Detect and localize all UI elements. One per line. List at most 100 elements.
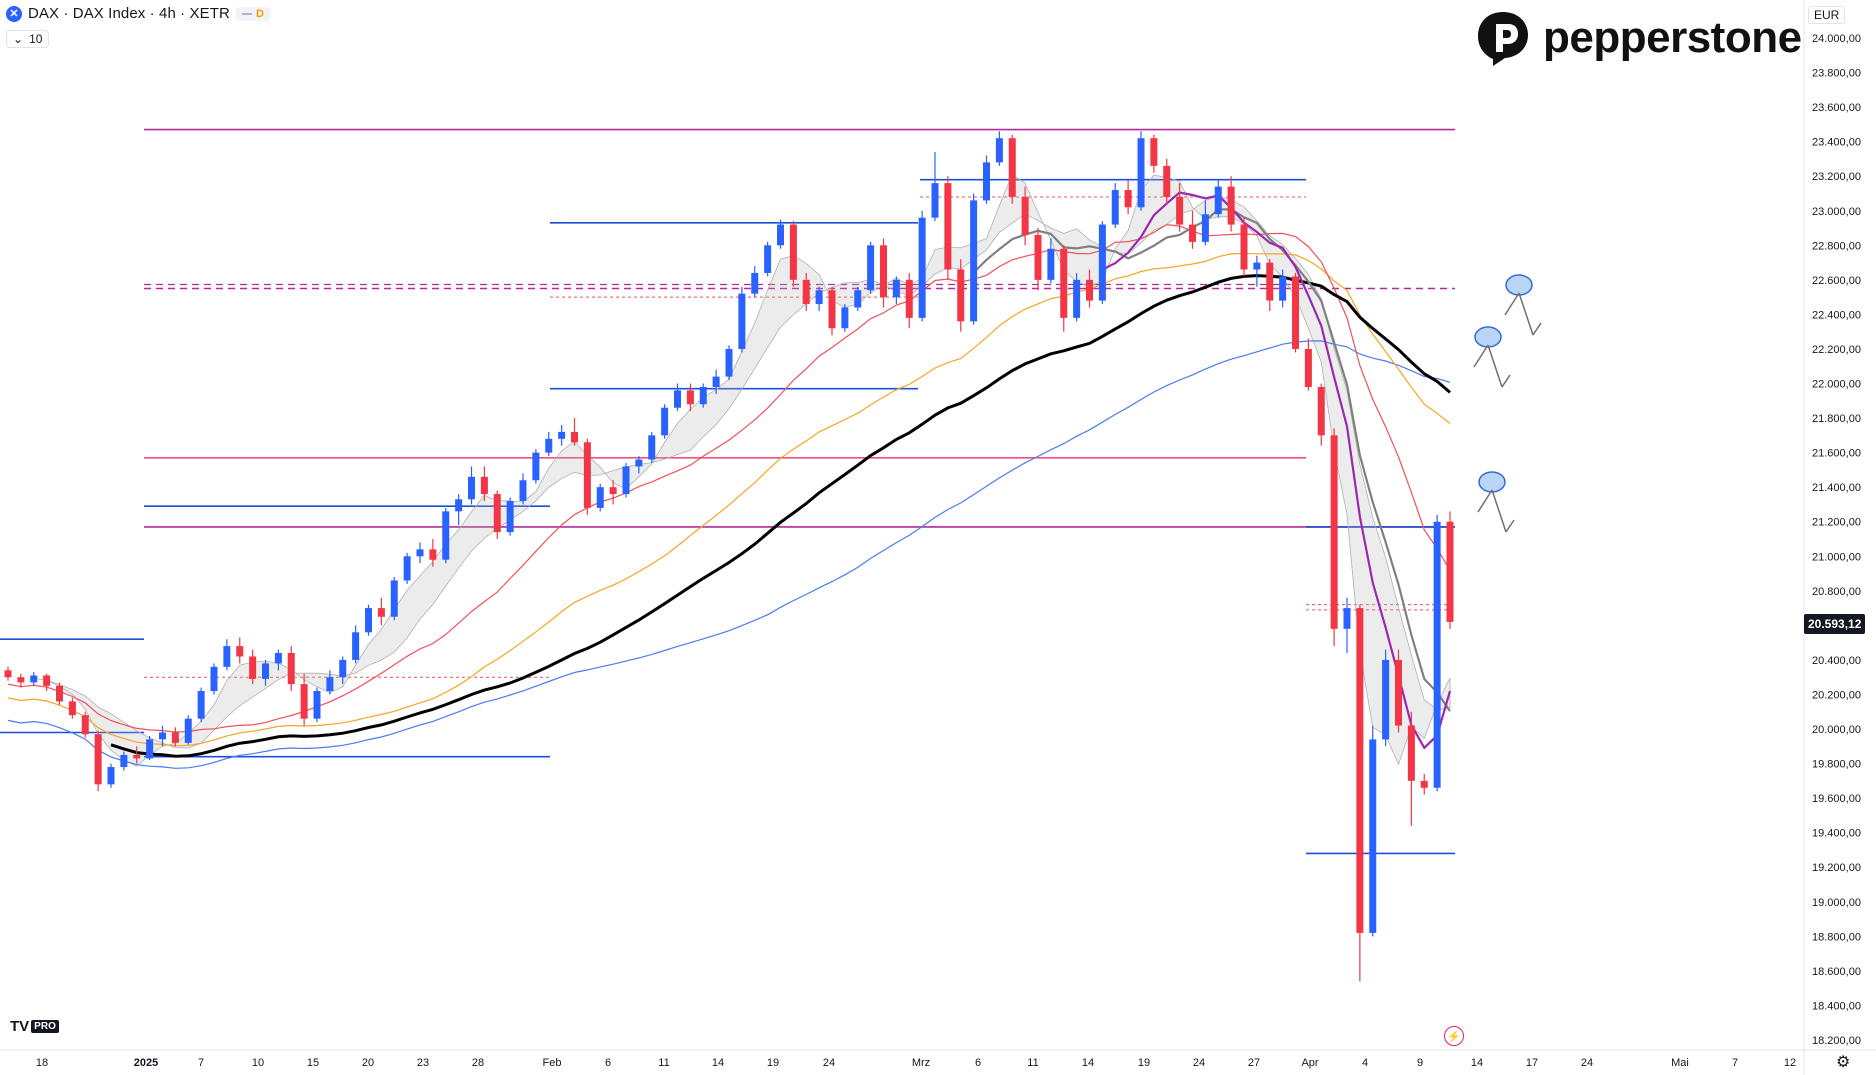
candle-body xyxy=(1407,725,1415,781)
ma-line-purple xyxy=(1101,191,1452,750)
candle-body xyxy=(661,407,669,436)
candle-body xyxy=(1253,262,1261,270)
data-status-badge[interactable]: D xyxy=(235,6,270,21)
y-tick-label: 22.200,00 xyxy=(1812,344,1861,356)
x-tick-label: Mai xyxy=(1671,1057,1689,1069)
annotation-circle xyxy=(1505,274,1533,296)
candle-body xyxy=(43,675,51,686)
candle-body xyxy=(403,556,411,581)
candle-body xyxy=(918,217,926,318)
candle-body xyxy=(313,691,321,719)
y-tick-label: 21.000,00 xyxy=(1812,551,1861,563)
candle-body xyxy=(1086,279,1093,301)
volume-indicator[interactable]: ⌄ 10 xyxy=(6,30,50,48)
candle-body xyxy=(352,632,360,660)
candle-body xyxy=(995,138,1003,163)
pepperstone-logo: pepperstone xyxy=(1475,10,1802,66)
candle-body xyxy=(828,290,836,329)
y-tick-label: 23.000,00 xyxy=(1812,206,1861,218)
candle-body xyxy=(1304,348,1312,387)
chevron-down-icon: ⌄ xyxy=(13,32,24,46)
gear-icon[interactable]: ⚙ xyxy=(1836,1054,1851,1071)
x-tick-label: 19 xyxy=(767,1057,779,1069)
x-tick-label: 14 xyxy=(712,1057,724,1069)
candle-body xyxy=(789,224,797,280)
last-price-label: 20.593,12 xyxy=(1804,614,1866,634)
lightning-icon[interactable]: ⚡ xyxy=(1444,1026,1464,1046)
candle-body xyxy=(571,431,578,443)
y-tick-label: 18.400,00 xyxy=(1812,1000,1861,1012)
candle-body xyxy=(802,279,810,305)
candle-body xyxy=(841,307,849,329)
dash-icon xyxy=(241,12,252,15)
tv-mark: TV xyxy=(10,1018,30,1035)
x-tick-label: 14 xyxy=(1471,1057,1483,1069)
candle-body xyxy=(146,739,154,759)
candle-body xyxy=(1317,386,1325,436)
candle-body xyxy=(442,511,450,560)
annotation-circle xyxy=(1478,471,1506,493)
candle-body xyxy=(390,580,398,617)
ma-line-red xyxy=(7,223,1451,733)
y-tick-label: 22.600,00 xyxy=(1812,275,1861,287)
x-tick-label: 24 xyxy=(1193,1057,1205,1069)
pepperstone-mark-icon xyxy=(1478,12,1528,66)
candle-body xyxy=(1356,608,1364,933)
candle-body xyxy=(957,269,965,322)
candle-body xyxy=(1395,659,1402,726)
y-tick-label: 19.000,00 xyxy=(1812,897,1861,909)
y-tick-label: 24.000,00 xyxy=(1812,33,1861,45)
currency-selector[interactable]: EUR xyxy=(1808,6,1846,24)
candle-body xyxy=(674,390,681,408)
x-tick-label: 17 xyxy=(1526,1057,1538,1069)
annotation-circle xyxy=(1474,326,1502,348)
candle-body xyxy=(120,754,128,768)
symbol-title[interactable]: DAX · DAX Index · 4h · XETR xyxy=(28,5,230,22)
candle-body xyxy=(287,653,295,685)
symbol-icon[interactable]: ✕ xyxy=(6,5,22,22)
x-tick-label: 23 xyxy=(417,1057,429,1069)
candle-body xyxy=(596,487,604,508)
x-tick-label: 7 xyxy=(1732,1057,1738,1069)
y-tick-label: 20.200,00 xyxy=(1812,689,1861,701)
candle-body xyxy=(249,656,257,679)
x-tick-label: 11 xyxy=(658,1057,669,1069)
candle-body xyxy=(1098,224,1106,301)
candle-body xyxy=(712,376,720,387)
candle-body xyxy=(1163,165,1171,197)
time-axis[interactable]: 18 2025 7 10 15 20 23 28 Feb 6 11 14 19 24 Mrz 6 11 14 19 2… xyxy=(0,1049,1876,1069)
x-tick-label: 18 xyxy=(36,1057,48,1069)
horizontal-levels xyxy=(0,128,1455,855)
ma-ribbons xyxy=(33,173,1451,767)
candle-body xyxy=(171,732,179,743)
x-tick-label: Apr xyxy=(1301,1057,1318,1069)
annotation-arrow xyxy=(1477,489,1515,533)
candle-body xyxy=(854,290,862,308)
x-tick-label: 4 xyxy=(1362,1057,1368,1069)
candle-body xyxy=(1111,190,1119,225)
annotation-arrow xyxy=(1504,292,1542,336)
candle-body xyxy=(429,549,437,560)
tv-pro-badge: PRO xyxy=(31,1020,59,1033)
price-axis[interactable]: 24.000,00 23.800,00 23.600,00 23.400,00 23.2… xyxy=(1803,0,1861,1075)
candle-body xyxy=(738,293,746,349)
x-tick-label: Feb xyxy=(543,1057,562,1069)
candle-body xyxy=(468,476,475,500)
candle-body xyxy=(184,718,192,743)
candle-body xyxy=(506,500,514,533)
candle-body xyxy=(56,685,63,702)
ma-line-orange xyxy=(7,252,1451,747)
tradingview-logo[interactable]: TV PRO xyxy=(10,1018,59,1035)
candle-body xyxy=(1137,138,1145,208)
candle-body xyxy=(133,754,141,759)
candle-body xyxy=(867,245,875,291)
candle-body xyxy=(1292,276,1299,349)
moving-average-lines xyxy=(7,191,1452,769)
y-tick-label: 21.200,00 xyxy=(1812,517,1861,529)
x-tick-label: 7 xyxy=(198,1057,204,1069)
y-tick-label: 22.000,00 xyxy=(1812,379,1861,391)
y-tick-label: 22.400,00 xyxy=(1812,309,1861,321)
candle-body xyxy=(94,734,102,785)
candle-body xyxy=(1382,659,1390,740)
